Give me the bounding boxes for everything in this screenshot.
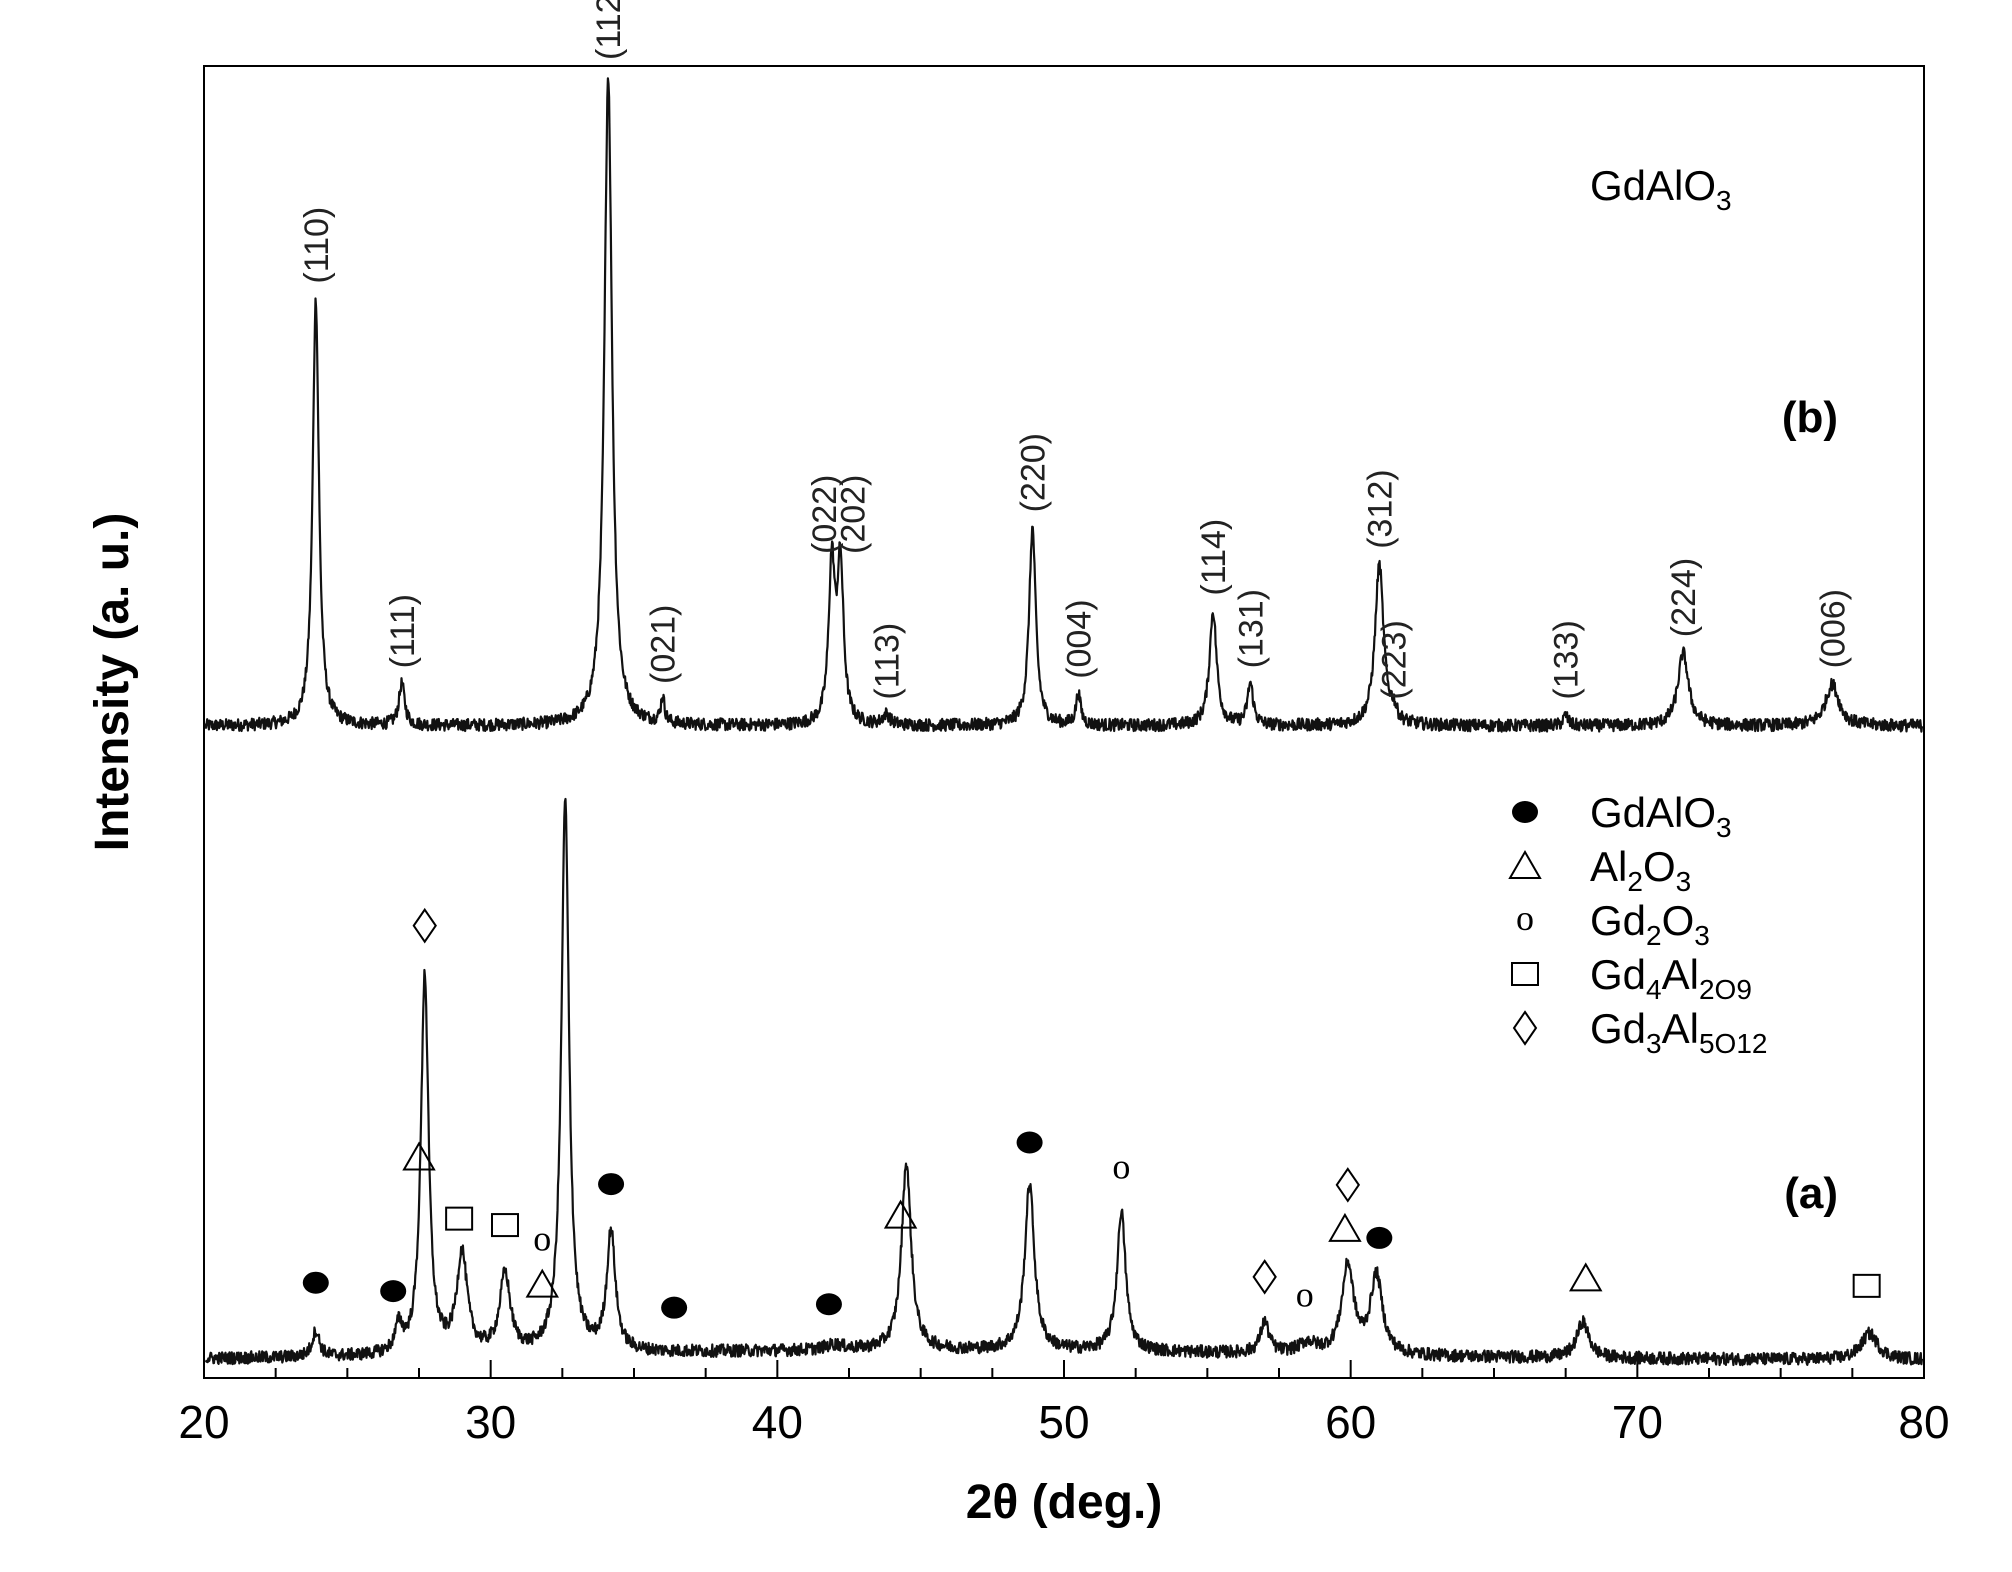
phase-marker-gd2o3-icon: o [1112, 1146, 1130, 1186]
x-tick-label: 50 [1038, 1396, 1089, 1448]
x-tick-label: 80 [1898, 1396, 1949, 1448]
legend-marker-gd4al2o9-icon [1511, 962, 1539, 986]
phase-marker-gd3al5o12-icon [412, 907, 437, 944]
phase-marker-gdalo3-icon [598, 1173, 625, 1196]
hkl-label: (110) [298, 207, 336, 284]
legend-label: Gd2O3 [1590, 897, 1710, 951]
legend-label: Al2O3 [1590, 843, 1691, 897]
hkl-label: (022) [806, 475, 844, 554]
phase-marker-al2o3-icon [1568, 1262, 1603, 1292]
phase-marker-gdalo3-icon [1016, 1131, 1043, 1154]
phase-marker-gdalo3-icon [1366, 1226, 1393, 1249]
hkl-label: (112) [590, 0, 628, 60]
legend-marker-gd2o3-icon: o [1516, 898, 1534, 938]
pattern-a-line [204, 797, 1924, 1367]
x-tick-label: 60 [1325, 1396, 1376, 1448]
phase-marker-gd4al2o9-icon [491, 1213, 519, 1238]
phase-marker-gd3al5o12-icon [1335, 1167, 1361, 1203]
x-tick-label: 40 [752, 1396, 803, 1448]
legend-marker-gd3al5o12-icon [1512, 1010, 1538, 1046]
phase-marker-gd2o3-icon: o [1296, 1274, 1314, 1314]
legend-marker-gdalo3-icon [1512, 801, 1538, 823]
hkl-label: (004) [1060, 599, 1098, 678]
hkl-label: (133) [1548, 620, 1586, 699]
hkl-label: (111) [384, 594, 422, 668]
legend-marker-al2o3-icon [1508, 849, 1542, 879]
x-tick-label: 70 [1612, 1396, 1663, 1448]
x-tick-label: 20 [178, 1396, 229, 1448]
phase-marker-al2o3-icon [883, 1199, 918, 1229]
y-axis-title: Intensity (a. u.) [86, 513, 139, 852]
phase-marker-gd4al2o9-icon [1852, 1273, 1881, 1298]
phase-marker-gd4al2o9-icon [445, 1206, 474, 1231]
x-axis-title: 2θ (deg.) [966, 1476, 1163, 1529]
legend-label: Gd4Al2O9 [1590, 951, 1752, 1005]
phase-marker-al2o3-icon [525, 1268, 559, 1298]
pattern-b-line [204, 77, 1924, 733]
hkl-label: (006) [1814, 589, 1852, 668]
hkl-label: (202) [834, 475, 872, 554]
phase-marker-gdalo3-icon [815, 1293, 842, 1316]
phase-marker-gdalo3-icon [302, 1271, 329, 1294]
legend-label: Gd3Al5O12 [1590, 1005, 1767, 1059]
hkl-label: (223) [1376, 620, 1414, 699]
panel-label-a: (a) [1784, 1169, 1838, 1218]
phase-marker-gd3al5o12-icon [1252, 1259, 1277, 1295]
panel-label-b: (b) [1782, 393, 1838, 442]
sample-name: GdAlO3 [1590, 162, 1732, 216]
phase-marker-gdalo3-icon [661, 1296, 688, 1319]
hkl-label: (021) [645, 605, 683, 684]
legend-label: GdAlO3 [1590, 789, 1732, 843]
hkl-label: (114) [1195, 519, 1233, 596]
hkl-label: (113) [868, 623, 906, 700]
hkl-label: (312) [1361, 469, 1399, 548]
phase-marker-al2o3-icon [1328, 1212, 1362, 1242]
hkl-label: (224) [1665, 558, 1703, 637]
plot-area: 20 30 40 50 60 70 80(110)(111)(112)(021)(022)(… [178, 0, 1949, 1448]
x-tick-label: 30 [465, 1396, 516, 1448]
phase-marker-gd2o3-icon: o [533, 1219, 551, 1259]
hkl-label: (131) [1232, 589, 1270, 668]
phase-marker-al2o3-icon [402, 1141, 436, 1171]
hkl-label: (220) [1014, 433, 1052, 512]
phase-marker-gdalo3-icon [380, 1280, 407, 1303]
